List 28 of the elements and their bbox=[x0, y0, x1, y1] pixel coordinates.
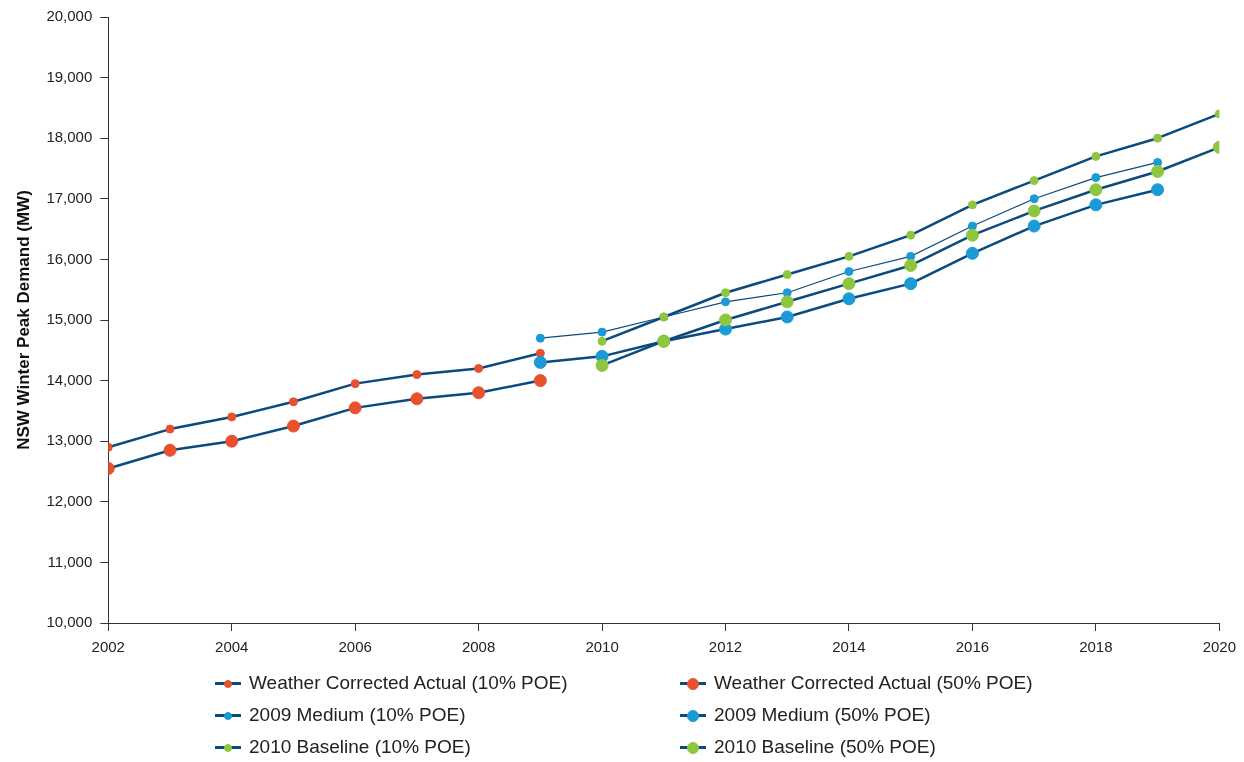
y-tick-label: 14,000 bbox=[46, 370, 93, 388]
x-tick-label: 2008 bbox=[461, 638, 496, 656]
x-tick-label: 2006 bbox=[338, 638, 372, 656]
x-tick-label: 2004 bbox=[215, 638, 249, 656]
y-tick-label: 17,000 bbox=[46, 188, 93, 206]
y-tick-label: 11,000 bbox=[47, 552, 93, 570]
legend-label: Weather Corrected Actual (10% POE) bbox=[249, 672, 568, 694]
x-tick-label: 2020 bbox=[1202, 638, 1236, 656]
y-tick-label: 16,000 bbox=[46, 249, 93, 267]
x-tick-label: 2018 bbox=[1079, 638, 1113, 656]
x-tick-label: 2012 bbox=[708, 638, 743, 656]
legend-label: 2009 Medium (50% POE) bbox=[714, 704, 931, 726]
y-tick-label: 18,000 bbox=[46, 128, 93, 146]
legend-label: Weather Corrected Actual (50% POE) bbox=[714, 672, 1033, 694]
x-tick-label: 2002 bbox=[91, 638, 125, 656]
y-tick-label: 19,000 bbox=[46, 67, 93, 85]
y-tick-label: 15,000 bbox=[46, 310, 93, 328]
y-tick-label: 12,000 bbox=[46, 491, 93, 509]
x-tick-label: 2010 bbox=[585, 638, 619, 656]
x-tick-label: 2016 bbox=[955, 638, 990, 656]
legend-label: 2010 Baseline (50% POE) bbox=[714, 736, 936, 758]
legend-label: 2009 Medium (10% POE) bbox=[249, 704, 466, 726]
y-tick-label: 13,000 bbox=[46, 431, 93, 449]
y-axis-title: NSW Winter Peak Demand (MW) bbox=[13, 190, 33, 450]
y-tick-label: 10,000 bbox=[46, 613, 93, 631]
legend-label: 2010 Baseline (10% POE) bbox=[249, 736, 471, 758]
x-tick-label: 2014 bbox=[832, 638, 866, 656]
y-tick-label: 20,000 bbox=[46, 7, 93, 25]
